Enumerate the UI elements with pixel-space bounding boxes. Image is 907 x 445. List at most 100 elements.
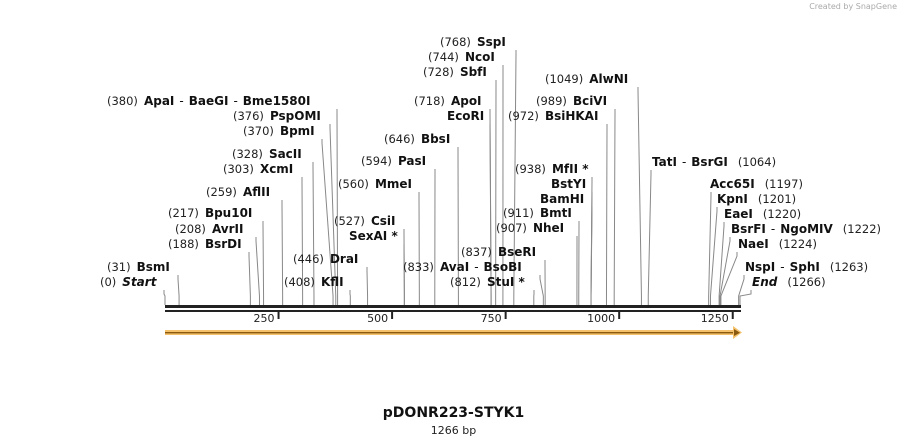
enzyme-name[interactable]: AflII: [242, 185, 271, 199]
site-label[interactable]: BstYI: [551, 177, 586, 191]
enzyme-name[interactable]: NaeI: [738, 237, 769, 251]
site-label[interactable]: (989) BciVI: [536, 94, 607, 108]
site-label[interactable]: (303) XcmI: [223, 162, 293, 176]
enzyme-name[interactable]: BsrFI: [731, 222, 766, 236]
enzyme-name[interactable]: BsmI: [136, 260, 170, 274]
enzyme-name[interactable]: Start: [122, 275, 157, 289]
site-label[interactable]: (812) StuI *: [450, 275, 525, 289]
enzyme-name[interactable]: AvrII: [211, 222, 244, 236]
enzyme-name[interactable]: SspI: [476, 35, 506, 49]
enzyme-name[interactable]: DraI: [329, 252, 359, 266]
site-label[interactable]: (718) ApoI: [414, 94, 482, 108]
site-position: (1224): [778, 237, 817, 251]
site-position: (1064): [737, 155, 777, 169]
feature-arrow[interactable]: [165, 326, 742, 339]
site-label[interactable]: KpnI (1201): [717, 192, 796, 206]
site-label[interactable]: (376) PspOMI: [233, 109, 321, 123]
site-label[interactable]: EaeI (1220): [724, 207, 801, 221]
enzyme-name[interactable]: BsrGI: [691, 155, 728, 169]
site-label[interactable]: (527) CsiI: [334, 214, 395, 228]
enzyme-name[interactable]: BsrDI: [204, 237, 242, 251]
site-label[interactable]: (0) Start: [100, 275, 156, 289]
site-label[interactable]: (380) ApaI - BaeGI - Bme1580I: [107, 94, 310, 108]
enzyme-name[interactable]: MfII *: [551, 162, 589, 176]
site-label[interactable]: (208) AvrII: [175, 222, 243, 236]
site-label[interactable]: (408) KflI: [284, 275, 344, 289]
site-label[interactable]: End (1266): [752, 275, 826, 289]
site-label[interactable]: (833) AvaI - BsoBI: [403, 260, 522, 274]
enzyme-name[interactable]: KpnI: [717, 192, 748, 206]
site-label[interactable]: (972) BsiHKAI: [508, 109, 598, 123]
site-label[interactable]: (768) SspI: [440, 35, 506, 49]
site-label[interactable]: (370) BpmI: [243, 124, 315, 138]
enzyme-name[interactable]: BstYI: [551, 177, 587, 191]
site-label[interactable]: (938) MfII *: [515, 162, 588, 176]
enzyme-name[interactable]: CsiI: [370, 214, 396, 228]
enzyme-name[interactable]: ApoI: [450, 94, 482, 108]
enzyme-name[interactable]: PspOMI: [269, 109, 321, 123]
enzyme-name[interactable]: NspI: [745, 260, 776, 274]
site-label[interactable]: (646) BbsI: [384, 132, 450, 146]
site-label[interactable]: (911) BmtI: [503, 206, 572, 220]
enzyme-name[interactable]: Bme1580I: [242, 94, 311, 108]
site-label[interactable]: (837) BseRI: [461, 245, 536, 259]
enzyme-name[interactable]: NcoI: [464, 50, 495, 64]
enzyme-name[interactable]: EaeI: [724, 207, 753, 221]
site-label[interactable]: (217) Bpu10I: [168, 206, 252, 220]
site-label[interactable]: (907) NheI: [496, 221, 564, 235]
site-position: (989): [536, 94, 567, 108]
enzyme-name[interactable]: BpmI: [279, 124, 315, 138]
enzyme-name[interactable]: AlwNI: [589, 72, 629, 86]
plasmid-name: pDONR223-STYK1: [382, 405, 525, 421]
enzyme-name[interactable]: EcoRI: [447, 109, 485, 123]
enzyme-name[interactable]: MmeI: [374, 177, 412, 191]
enzyme-name[interactable]: BamHI: [540, 192, 585, 206]
site-label[interactable]: TatI - BsrGI (1064): [652, 155, 776, 169]
enzyme-name[interactable]: AvaI: [439, 260, 470, 274]
enzyme-name[interactable]: SacII: [268, 147, 302, 161]
site-position: (408): [284, 275, 315, 289]
site-label[interactable]: (188) BsrDI: [168, 237, 242, 251]
enzyme-name[interactable]: TatI: [652, 155, 677, 169]
enzyme-name[interactable]: SphI: [789, 260, 820, 274]
enzyme-name[interactable]: BsiHKAI: [544, 109, 599, 123]
site-label[interactable]: BamHI: [540, 192, 584, 206]
site-label[interactable]: (31) BsmI: [107, 260, 170, 274]
enzyme-name[interactable]: XcmI: [259, 162, 294, 176]
enzyme-name[interactable]: BmtI: [539, 206, 572, 220]
enzyme-name[interactable]: Bpu10I: [204, 206, 253, 220]
site-line: [262, 221, 265, 305]
tick-mark: [731, 312, 734, 319]
site-label[interactable]: BsrFI - NgoMIV (1222): [731, 222, 881, 236]
site-label[interactable]: (560) MmeI: [338, 177, 412, 191]
enzyme-name[interactable]: NheI: [532, 221, 565, 235]
site-label[interactable]: SexAI *: [349, 229, 398, 243]
site-label[interactable]: (594) PasI: [361, 154, 426, 168]
site-label[interactable]: (259) AflII: [206, 185, 270, 199]
enzyme-name[interactable]: KflI: [320, 275, 344, 289]
enzyme-name[interactable]: NgoMIV: [780, 222, 833, 236]
site-label[interactable]: (744) NcoI: [428, 50, 495, 64]
enzyme-name[interactable]: BbsI: [420, 132, 451, 146]
enzyme-name[interactable]: BsoBI: [483, 260, 522, 274]
enzyme-name[interactable]: StuI *: [486, 275, 525, 289]
enzyme-name[interactable]: ApaI: [143, 94, 175, 108]
site-label[interactable]: (328) SacII: [232, 147, 302, 161]
enzyme-name[interactable]: End: [752, 275, 778, 289]
enzyme-name[interactable]: Acc65I: [710, 177, 755, 191]
site-label[interactable]: (1049) AlwNI: [545, 72, 628, 86]
enzyme-name[interactable]: PasI: [397, 154, 427, 168]
site-label[interactable]: (446) DraI: [293, 252, 358, 266]
enzyme-name[interactable]: SbfI: [459, 65, 487, 79]
enzyme-name[interactable]: SexAI *: [349, 229, 398, 243]
site-line: [336, 109, 339, 305]
site-label[interactable]: Acc65I (1197): [710, 177, 803, 191]
enzyme-name[interactable]: BaeGI: [188, 94, 229, 108]
site-position: (1266): [787, 275, 826, 289]
enzyme-name[interactable]: BseRI: [497, 245, 537, 259]
site-label[interactable]: NaeI (1224): [738, 237, 817, 251]
site-label[interactable]: (728) SbfI: [423, 65, 487, 79]
enzyme-name[interactable]: BciVI: [572, 94, 608, 108]
site-label[interactable]: NspI - SphI (1263): [745, 260, 868, 274]
site-label[interactable]: EcoRI: [447, 109, 484, 123]
